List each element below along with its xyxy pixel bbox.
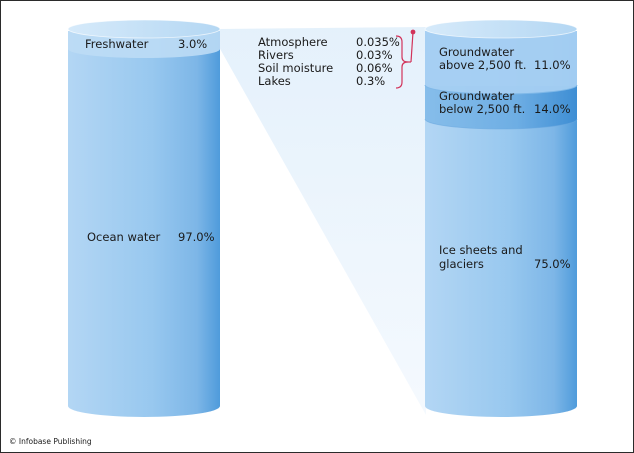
freshwater-segment <box>68 31 220 58</box>
groundwater-above-value: 11.0% <box>534 58 571 72</box>
soil-moisture-value: 0.06% <box>356 61 393 75</box>
groundwater-above-label-line1: Groundwater <box>439 45 514 59</box>
ice-sheets-label-line2: glaciers <box>439 257 484 271</box>
freshwater-funnel <box>219 27 426 415</box>
bracket-dot <box>410 29 416 35</box>
freshwater-cylinder <box>424 19 578 417</box>
rivers-value: 0.03% <box>356 48 393 62</box>
ice-sheets-label-line1: Ice sheets and <box>439 243 523 257</box>
right-cylinder-top <box>425 20 577 38</box>
ocean-water-label: Ocean water <box>87 230 160 244</box>
publisher-credit: © Infobase Publishing <box>9 437 92 446</box>
groundwater-below-label-line2: below 2,500 ft. <box>439 102 525 116</box>
groundwater-above-segment <box>425 31 577 94</box>
total-water-cylinder <box>67 19 221 417</box>
rivers-label: Rivers <box>258 48 294 62</box>
lakes-label: Lakes <box>258 74 291 88</box>
ocean-water-segment <box>68 31 220 417</box>
ocean-water-value: 97.0% <box>178 230 215 244</box>
groundwater-below-value: 14.0% <box>534 102 571 116</box>
atmosphere-value: 0.035% <box>356 35 400 49</box>
groundwater-above-label-line2: above 2,500 ft. <box>439 58 527 72</box>
ice-sheets-value: 75.0% <box>534 257 571 271</box>
atmosphere-label: Atmosphere <box>258 35 328 49</box>
soil-moisture-label: Soil moisture <box>258 61 333 75</box>
groundwater-below-segment <box>425 86 577 129</box>
left-cylinder-top <box>68 20 220 38</box>
groundwater-below-label-line1: Groundwater <box>439 89 514 103</box>
small-components-bracket <box>395 29 416 89</box>
freshwater-label: Freshwater <box>85 37 149 51</box>
lakes-value: 0.3% <box>356 74 385 88</box>
freshwater-value: 3.0% <box>178 37 207 51</box>
